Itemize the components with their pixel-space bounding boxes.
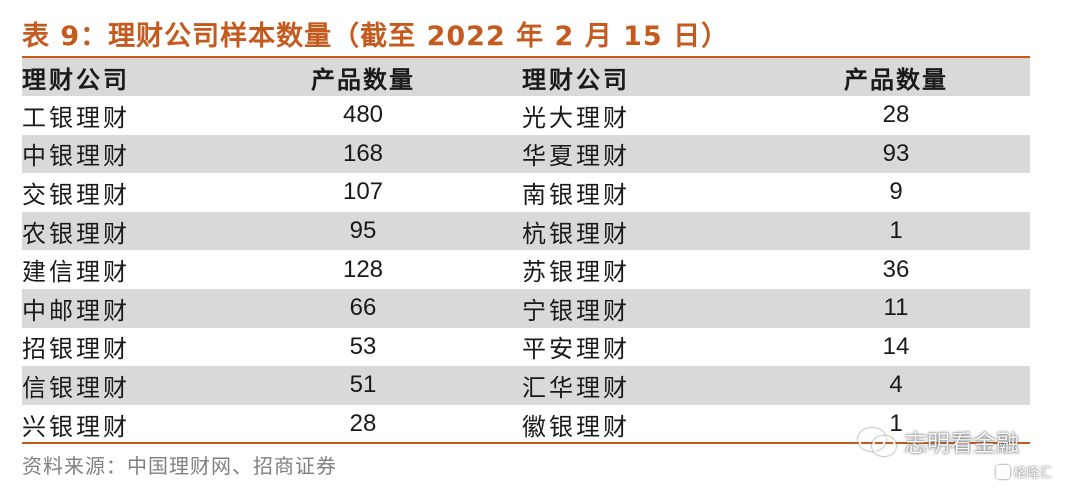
- company-name-cell: 农银理财: [22, 219, 130, 248]
- table-row: 中银理财 168 华夏理财 93: [22, 134, 1030, 174]
- company-name-cell: 徽银理财: [522, 412, 630, 441]
- company-name-cell: 交银理财: [22, 180, 130, 209]
- table-row: 农银理财 95 杭银理财 1: [22, 211, 1030, 251]
- company-name-cell: 招银理财: [22, 335, 130, 364]
- source-note: 资料来源：中国理财网、招商证券: [22, 454, 337, 478]
- column-header-count-left: 产品数量: [311, 65, 415, 94]
- table-row: 工银理财 480 光大理财 28: [22, 96, 1030, 135]
- gelonghui-icon: [996, 464, 1010, 479]
- table-row: 信银理财 51 汇华理财 4: [22, 366, 1030, 405]
- company-name-cell: 华夏理财: [522, 142, 630, 171]
- table-row: 招银理财 53 平安理财 14: [22, 327, 1030, 367]
- gelonghui-logo: 格隆汇: [996, 462, 1052, 481]
- product-count-cell: 4: [889, 371, 903, 399]
- product-count-cell: 1: [889, 410, 903, 438]
- product-count-cell: 28: [882, 101, 910, 129]
- product-count-cell: 95: [349, 217, 377, 245]
- table-row: 交银理财 107 南银理财 9: [22, 173, 1030, 212]
- table-row: 建信理财 128 苏银理财 36: [22, 250, 1030, 289]
- product-count-cell: 480: [342, 101, 384, 129]
- gelonghui-text: 格隆汇: [1013, 466, 1053, 481]
- product-count-cell: 53: [349, 332, 377, 360]
- table-title: 表 9：理财公司样本数量（截至 2022 年 2 月 15 日）: [22, 21, 730, 52]
- column-header-company-left: 理财公司: [22, 65, 130, 94]
- data-table: 理财公司 产品数量 理财公司 产品数量 工银理财 480 光大理财 28 中银理…: [22, 58, 1030, 444]
- product-count-cell: 128: [342, 255, 384, 283]
- wechat-icon: [858, 426, 898, 456]
- product-count-cell: 66: [349, 294, 377, 322]
- company-name-cell: 工银理财: [22, 103, 130, 132]
- product-count-cell: 51: [349, 371, 377, 399]
- company-name-cell: 兴银理财: [22, 412, 130, 441]
- company-name-cell: 宁银理财: [522, 296, 630, 325]
- company-name-cell: 光大理财: [522, 103, 630, 132]
- company-name-cell: 南银理财: [522, 180, 630, 209]
- table-header-row: 理财公司 产品数量 理财公司 产品数量: [22, 58, 1030, 96]
- column-header-company-right: 理财公司: [522, 65, 630, 94]
- column-header-count-right: 产品数量: [844, 65, 948, 94]
- company-name-cell: 信银理财: [22, 373, 130, 402]
- company-name-cell: 建信理财: [22, 258, 130, 287]
- company-name-cell: 平安理财: [522, 335, 630, 364]
- company-name-cell: 杭银理财: [522, 219, 630, 248]
- product-count-cell: 168: [342, 139, 384, 167]
- product-count-cell: 1: [889, 217, 903, 245]
- watermark-text: 志明看金融: [904, 431, 1019, 457]
- product-count-cell: 9: [889, 178, 903, 206]
- product-count-cell: 11: [883, 294, 909, 322]
- product-count-cell: 28: [349, 410, 377, 438]
- company-name-cell: 苏银理财: [522, 258, 630, 287]
- product-count-cell: 93: [882, 139, 910, 167]
- product-count-cell: 107: [342, 178, 384, 206]
- watermark: 志明看金融: [858, 424, 1019, 458]
- title-divider: [22, 56, 1030, 58]
- company-name-cell: 中银理财: [22, 142, 130, 171]
- table-bottom-divider: [22, 442, 1030, 444]
- product-count-cell: 14: [882, 332, 910, 360]
- company-name-cell: 汇华理财: [522, 373, 630, 402]
- company-name-cell: 中邮理财: [22, 296, 130, 325]
- product-count-cell: 36: [882, 255, 910, 283]
- table-row: 中邮理财 66 宁银理财 11: [22, 288, 1030, 328]
